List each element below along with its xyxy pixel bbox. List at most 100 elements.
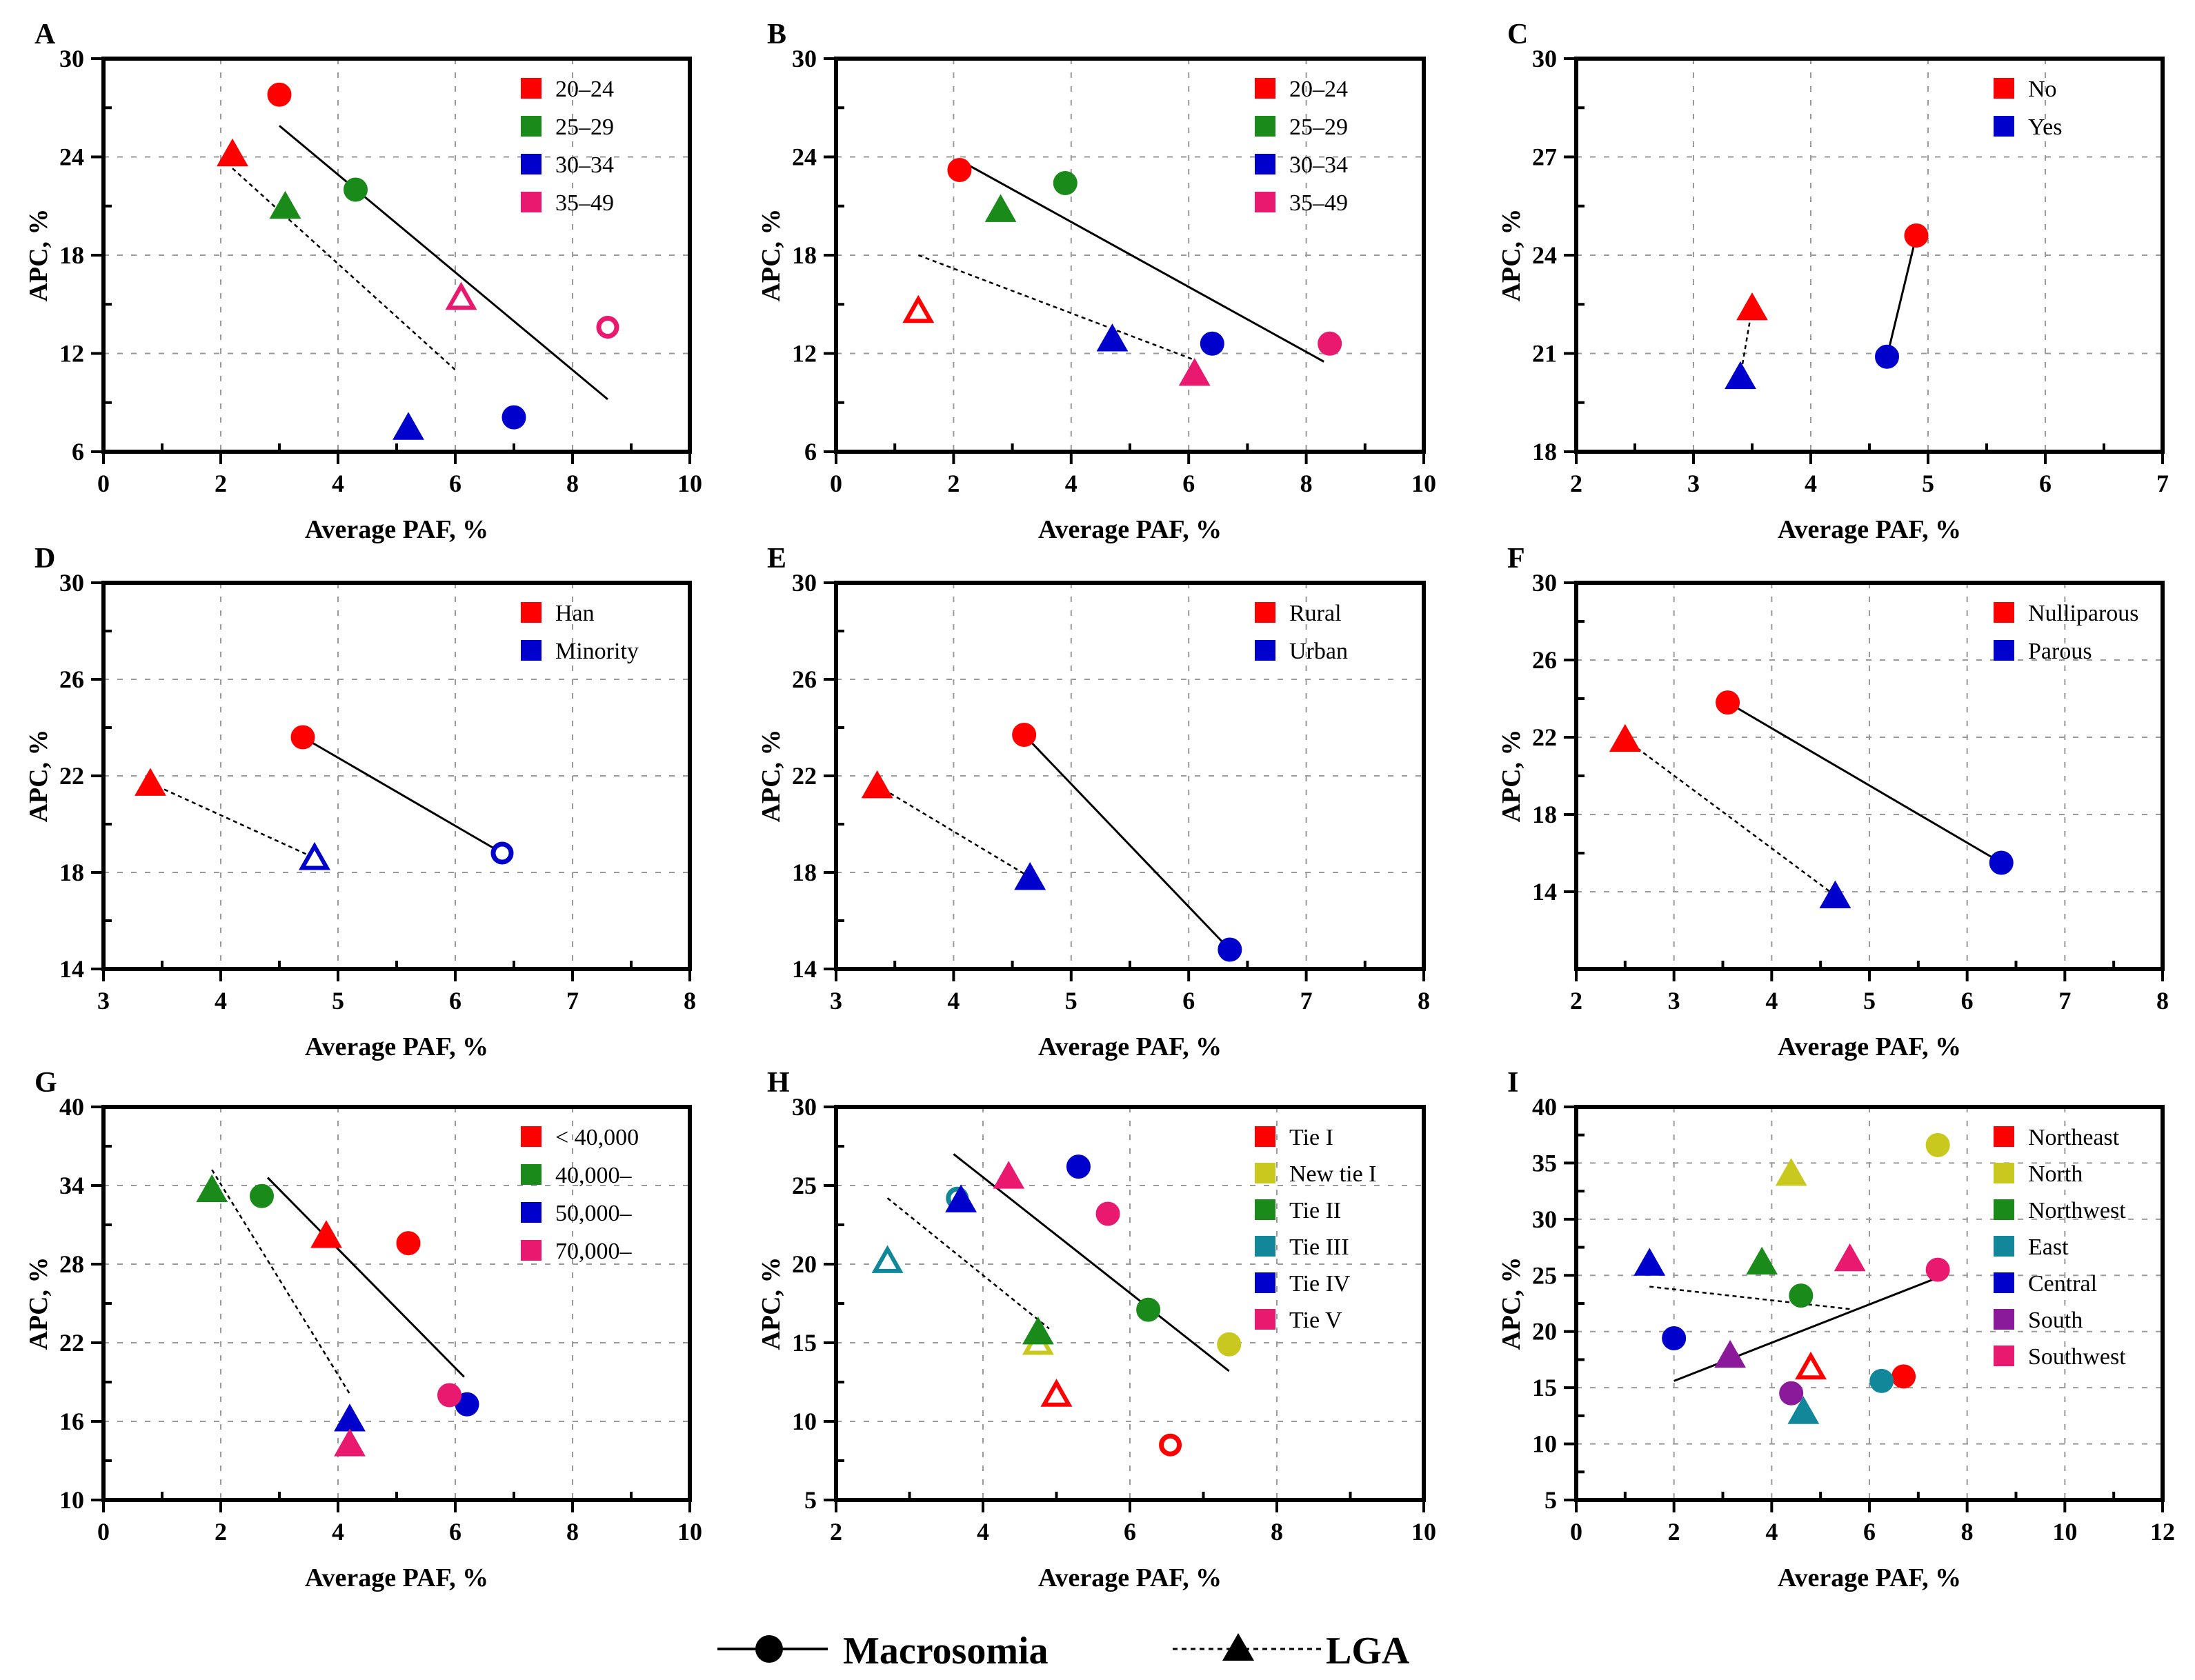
x-tick-label: 2 (1668, 1518, 1680, 1546)
panel-letter: A (34, 19, 56, 50)
legend-swatch (521, 78, 542, 99)
y-tick-label: 21 (1532, 340, 1557, 368)
y-tick-label: 18 (792, 859, 817, 886)
macrosomia-point (1904, 223, 1929, 248)
y-tick-label: 26 (1532, 646, 1557, 674)
legend-swatch (1994, 1309, 2014, 1330)
x-tick-label: 6 (1961, 987, 1974, 1014)
macrosomia-point (1779, 1381, 1804, 1406)
y-tick-label: 30 (59, 569, 84, 597)
x-tick-label: 7 (2156, 470, 2169, 497)
legend-label: 70,000– (555, 1239, 633, 1264)
lga-fit-line (886, 1197, 1050, 1330)
legend-label: 30–34 (1289, 152, 1348, 178)
y-tick-label: 30 (1532, 45, 1557, 72)
legend-swatch (1994, 640, 2014, 661)
panel-d: 3 4 5 6 7 8 14 18 22 26 30D Average PAF, % APC, % Han… (24, 543, 696, 1061)
legend-swatch (1994, 1163, 2014, 1183)
lga-fit-line (150, 782, 315, 859)
legend-label: Tie I (1289, 1125, 1333, 1150)
macrosomia-point (1095, 1201, 1120, 1226)
lga-fit-line (1625, 738, 1836, 897)
legend-swatch (521, 602, 542, 623)
macrosomia-point (1159, 1433, 1182, 1457)
lga-point (1834, 1243, 1866, 1272)
x-axis-title: Average PAF, % (305, 1032, 488, 1061)
legend-swatch (1255, 1126, 1275, 1147)
legend-swatch (1255, 192, 1275, 212)
panel-h: 2 4 6 8 10 5 10 15 20 25 30H Average PAF, % APC, % Ti… (757, 1067, 1436, 1592)
y-axis-title: APC, % (1497, 729, 1526, 822)
macrosomia-fit-line (1023, 734, 1231, 951)
macrosomia-point (1066, 1154, 1091, 1179)
macrosomia-point (596, 316, 619, 339)
bottom-legend: Macrosomia LGA (717, 1630, 1410, 1672)
legend-label: 35–49 (1289, 190, 1348, 216)
x-axis-title: Average PAF, % (1778, 515, 1961, 544)
lga-point (945, 1184, 977, 1212)
x-tick-label: 4 (1765, 987, 1778, 1014)
y-axis-title: APC, % (757, 729, 786, 822)
panel-letter: E (767, 543, 786, 574)
panel-letter: F (1507, 543, 1525, 574)
x-tick-label: 10 (677, 470, 702, 497)
y-tick-label: 5 (1545, 1486, 1557, 1514)
x-tick-label: 8 (1418, 987, 1430, 1014)
legend-label: South (2028, 1308, 2083, 1333)
lga-point (445, 281, 477, 310)
panel-i: 0 2 4 6 8 10 12 5 10 15 20 25 30 35 40 I Average PAF, % A… (1497, 1067, 2175, 1592)
x-tick-label: 4 (977, 1518, 989, 1546)
macrosomia-fit-line (1727, 701, 2003, 864)
lga-point (1794, 1351, 1827, 1380)
lga-point (310, 1220, 342, 1248)
y-tick-label: 6 (72, 438, 84, 466)
macrosomia-point (1925, 1132, 1950, 1157)
legend-swatch (1255, 1199, 1275, 1220)
x-tick-label: 6 (1863, 1518, 1876, 1546)
x-tick-label: 3 (1668, 987, 1680, 1014)
y-axis-title: APC, % (24, 729, 53, 822)
legend-swatch (1255, 116, 1275, 137)
x-tick-label: 4 (332, 470, 344, 497)
legend-label: New tie I (1289, 1161, 1377, 1187)
y-tick-label: 22 (1532, 723, 1557, 751)
legend-swatch (521, 192, 542, 212)
y-tick-label: 15 (792, 1329, 817, 1357)
lga-fit-line (917, 254, 1195, 361)
lga-point (1714, 1339, 1747, 1368)
macrosomia-point (437, 1383, 461, 1408)
x-tick-label: 7 (1300, 987, 1313, 1014)
y-tick-label: 30 (1532, 1206, 1557, 1233)
x-tick-label: 10 (677, 1518, 702, 1546)
legend-label: Southwest (2028, 1344, 2126, 1370)
lga-point (1725, 361, 1756, 390)
x-tick-label: 4 (947, 987, 960, 1014)
x-tick-label: 8 (2156, 987, 2169, 1014)
legend-label: Han (555, 601, 595, 626)
x-tick-label: 8 (1271, 1518, 1283, 1546)
macrosomia-point (1789, 1283, 1814, 1308)
legend-swatch (1255, 78, 1275, 99)
y-tick-label: 40 (1532, 1093, 1557, 1121)
legend-label: Urban (1289, 639, 1348, 664)
legend-label: Rural (1289, 601, 1342, 626)
x-tick-label: 10 (1411, 470, 1436, 497)
macrosomia-point (1869, 1368, 1894, 1393)
y-tick-label: 30 (59, 45, 84, 72)
y-tick-label: 10 (792, 1408, 817, 1435)
y-axis-title: APC, % (757, 208, 786, 301)
lga-point (1609, 723, 1641, 752)
y-tick-label: 30 (792, 45, 817, 72)
y-tick-label: 16 (59, 1408, 84, 1435)
lga-point (993, 1161, 1025, 1189)
legend-swatch (1255, 1236, 1275, 1257)
macrosomia-point (250, 1183, 274, 1208)
legend-label: 30–34 (555, 152, 614, 178)
x-tick-label: 3 (1687, 470, 1700, 497)
lga-point (196, 1174, 228, 1203)
legend-swatch (1994, 78, 2014, 99)
legend-swatch (521, 116, 542, 137)
